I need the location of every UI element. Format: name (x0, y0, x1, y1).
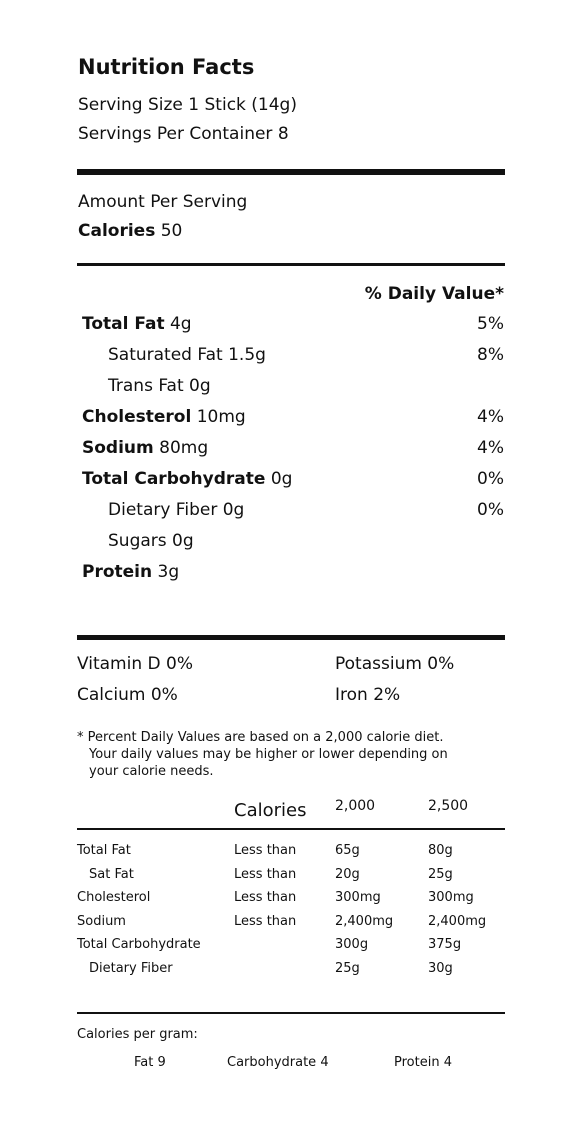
nutrient-name: Total Carbohydrate (82, 469, 266, 489)
table-header: Calories (234, 800, 307, 821)
thick-rule (77, 635, 505, 640)
table-cell: 30g (428, 961, 453, 976)
rule (77, 263, 505, 266)
thick-rule (77, 169, 505, 175)
nutrient-row: Total Fat 4g (82, 316, 192, 333)
servings-per-container: Servings Per Container 8 (78, 124, 289, 144)
nutrient-row: Trans Fat 0g (108, 378, 211, 395)
vitamin: Vitamin D 0% (77, 654, 193, 674)
daily-value-header: % Daily Value* (364, 284, 504, 304)
nutrient-name: Sugars (108, 531, 167, 551)
calories-per-gram-item: Carbohydrate 4 (227, 1055, 329, 1070)
nutrient-dv: 8% (477, 345, 504, 365)
table-cell: 20g (335, 866, 360, 882)
nutrient-amount: 3g (157, 562, 180, 582)
table-cell: Total Fat (77, 843, 131, 858)
nutrient-dv: 0% (477, 469, 504, 489)
nutrient-amount: 4g (169, 314, 192, 334)
footnote-line: Your daily values may be higher or lower… (89, 747, 448, 762)
nutrient-name: Dietary Fiber (108, 500, 218, 520)
table-cell: 300mg (428, 890, 474, 906)
footnote-line: your calorie needs. (89, 764, 214, 779)
table-cell: 65g (335, 843, 360, 858)
calories-label: Calories (78, 221, 156, 241)
nutrient-row: Sodium 80mg (82, 440, 208, 457)
table-cell: Less than (234, 843, 297, 858)
nutrient-row: Protein 3g (82, 564, 179, 581)
nutrient-name: Total Fat (82, 314, 165, 334)
title: Nutrition Facts (78, 55, 255, 79)
table-cell: Sat Fat (89, 866, 134, 882)
nutrient-name: Cholesterol (82, 407, 192, 427)
nutrient-row: Cholesterol 10mg (82, 409, 246, 426)
nutrient-amount: 80mg (159, 438, 209, 458)
table-cell: Less than (234, 866, 297, 882)
table-cell: Less than (234, 913, 297, 929)
rule (77, 1012, 505, 1014)
nutrient-amount: 0g (189, 376, 211, 396)
nutrient-amount: 0g (222, 500, 245, 520)
table-cell: 300g (335, 937, 369, 953)
table-cell: 25g (335, 961, 360, 976)
table-header: 2,000 (335, 798, 376, 814)
table-cell: Dietary Fiber (89, 961, 173, 976)
calories-row: Calories 50 (78, 223, 182, 240)
table-cell: Less than (234, 890, 297, 906)
table-cell: Cholesterol (77, 890, 151, 906)
table-cell: 300mg (335, 890, 381, 906)
amount-per-serving: Amount Per Serving (78, 192, 248, 212)
nutrient-amount: 0g (172, 531, 194, 551)
nutrient-amount: 1.5g (228, 345, 266, 365)
nutrient-row: Dietary Fiber 0g (108, 502, 244, 519)
nutrient-dv: 4% (477, 438, 504, 458)
table-cell: Total Carbohydrate (77, 937, 201, 953)
table-cell: 375g (428, 937, 462, 953)
table-cell: 80g (428, 843, 453, 858)
serving-size: Serving Size 1 Stick (14g) (78, 95, 297, 115)
table-header: 2,500 (428, 798, 469, 814)
nutrient-amount: 10mg (196, 407, 246, 427)
table-cell: 25g (428, 866, 453, 882)
nutrient-name: Protein (82, 562, 153, 582)
nutrient-name: Saturated Fat (108, 345, 223, 365)
table-cell: 2,400mg (428, 913, 487, 929)
calories-value: 50 (160, 221, 183, 241)
nutrient-row: Sugars 0g (108, 533, 194, 550)
vitamin: Calcium 0% (77, 685, 178, 705)
nutrient-row: Total Carbohydrate 0g (82, 471, 292, 488)
vitamin: Potassium 0% (335, 654, 455, 674)
nutrient-amount: 0g (270, 469, 293, 489)
table-cell: Sodium (77, 913, 126, 929)
nutrient-name: Sodium (82, 438, 154, 458)
calories-per-gram-item: Fat 9 (134, 1055, 166, 1070)
vitamin: Iron 2% (335, 685, 401, 705)
table-cell: 2,400mg (335, 913, 394, 929)
calories-per-gram-item: Protein 4 (394, 1055, 452, 1070)
nutrient-name: Trans Fat (108, 376, 184, 396)
nutrient-dv: 4% (477, 407, 504, 427)
nutrient-dv: 0% (477, 500, 504, 520)
nutrient-dv: 5% (477, 314, 504, 334)
nutrient-row: Saturated Fat 1.5g (108, 347, 266, 364)
footnote-line: * Percent Daily Values are based on a 2,… (77, 730, 444, 745)
calories-per-gram-label: Calories per gram: (77, 1027, 198, 1042)
rule (77, 828, 505, 830)
